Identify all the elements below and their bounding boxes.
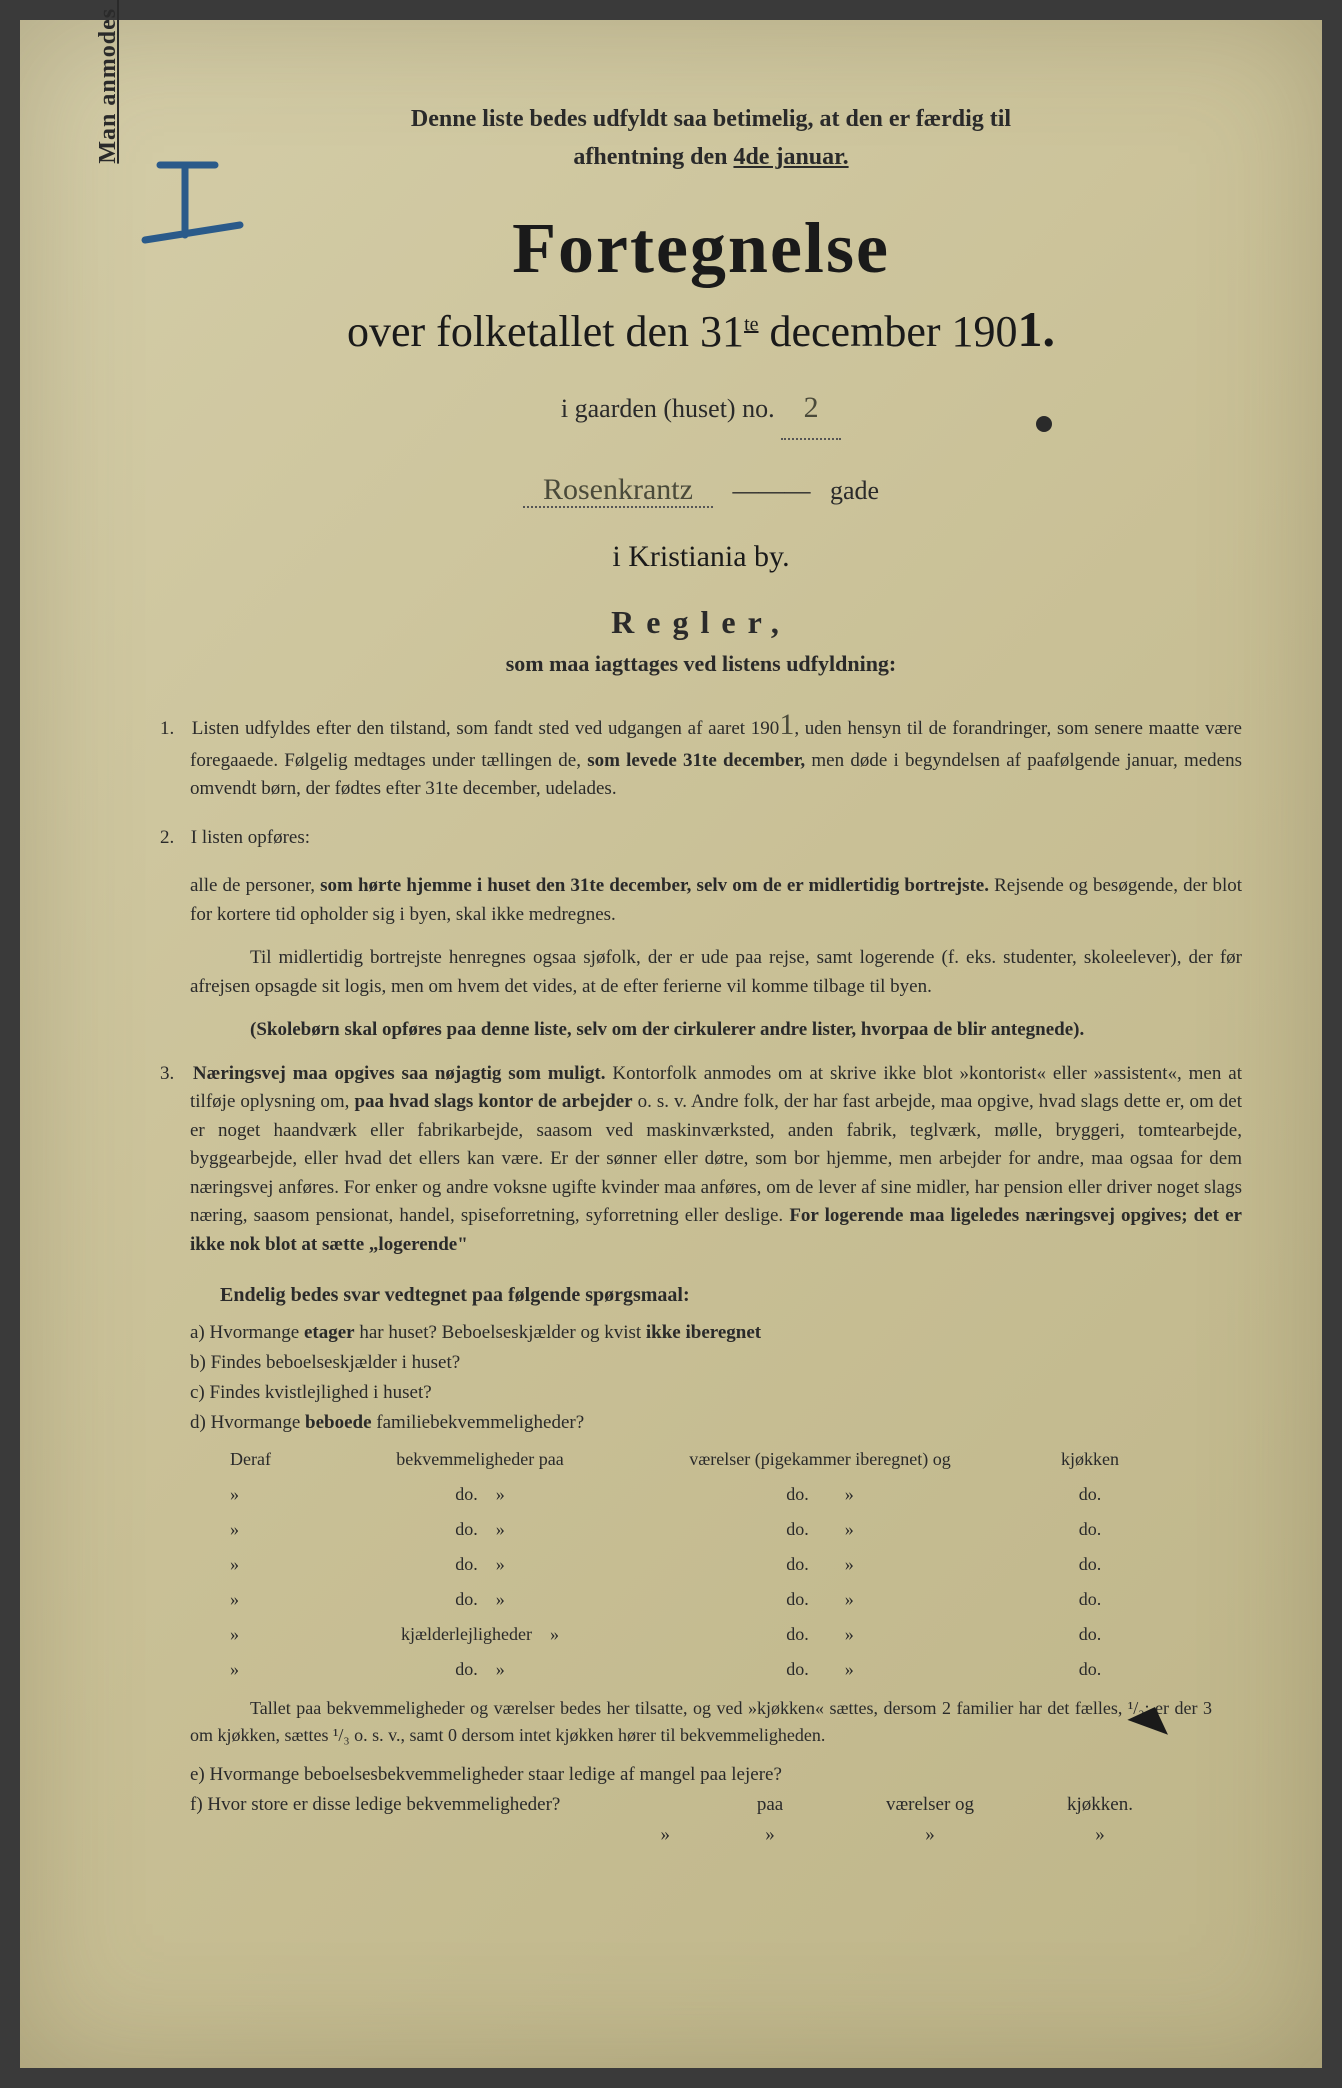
regler-title: Regler, xyxy=(160,604,1242,641)
question-e: e) Hvormange beboelsesbekvemmeligheder s… xyxy=(190,1764,1242,1786)
rule-2-para2: Til midlertidig bortrejste henregnes ogs… xyxy=(190,944,1242,1001)
table-row: »do. »do. »do. xyxy=(190,1589,1212,1610)
footer-note: Tallet paa bekvemmeligheder og værelser … xyxy=(190,1695,1212,1749)
rule-2-sub: alle de personer, som hørte hjemme i hus… xyxy=(190,872,1242,929)
subtitle-handwritten-year: 1. xyxy=(1018,301,1056,357)
gaarden-value: 2 xyxy=(781,378,841,440)
notice-date: 4de januar. xyxy=(733,144,848,170)
question-f-row2: » » » » xyxy=(190,1824,1242,1846)
rule-3: 3. Næringsvej maa opgives saa nøjagtig s… xyxy=(160,1060,1242,1260)
vertical-margin-text: Man anmodes om at gjennemlæse og nøje at… xyxy=(95,0,122,340)
question-a: a) Hvormange etager har huset? Beboelses… xyxy=(190,1322,1242,1344)
subtitle-middle: december 190 xyxy=(759,307,1018,356)
rule-2-sub-bold: som hørte hjemme i huset den 31te decemb… xyxy=(320,875,989,896)
rule-3-bold1: Næringsvej maa opgives saa nøjagtig som … xyxy=(193,1063,606,1084)
subtitle: over folketallet den 31te december 1901. xyxy=(160,300,1242,358)
rule-2-text-a: I listen opføres: xyxy=(191,827,310,848)
handwritten-mark xyxy=(120,150,260,270)
rule-3-num: 3. xyxy=(160,1060,186,1089)
th-c2: bekvemmeligheder paa xyxy=(330,1449,630,1470)
table-row: »do. »do. »do. xyxy=(190,1519,1212,1540)
document-page: Man anmodes om at gjennemlæse og nøje at… xyxy=(20,20,1322,2068)
subtitle-prefix: over folketallet den 31 xyxy=(347,307,744,356)
questions-title: Endelig bedes svar vedtegnet paa følgend… xyxy=(220,1284,1242,1307)
rule-2: 2. I listen opføres: xyxy=(160,824,1242,853)
table-row: »do. »do. »do. xyxy=(190,1484,1212,1505)
main-title: Fortegnelse xyxy=(160,207,1242,290)
rule-2-para3: (Skolebørn skal opføres paa denne liste,… xyxy=(190,1016,1242,1045)
th-c3: værelser (pigekammer iberegnet) og xyxy=(630,1449,1010,1470)
table-row: »do. »do. »do. xyxy=(190,1554,1212,1575)
form-street-line: Rosenkrantz ——— gade xyxy=(160,460,1242,520)
city-line: i Kristiania by. xyxy=(160,540,1242,574)
ink-dot xyxy=(1036,416,1052,432)
gaarden-label: i gaarden (huset) no. xyxy=(561,394,775,423)
question-f: f) Hvor store er disse ledige bekvemmeli… xyxy=(190,1794,1242,1816)
rule-1-hand: 1 xyxy=(779,708,794,741)
notice-line2: afhentning den xyxy=(573,144,733,170)
rule-2-num: 2. xyxy=(160,824,186,853)
form-gaarden-line: i gaarden (huset) no. 2 xyxy=(160,378,1242,440)
rule-1-text-a: Listen udfyldes efter den tilstand, som … xyxy=(192,718,780,739)
notice-line1: Denne liste bedes udfyldt saa betimelig,… xyxy=(411,106,1011,132)
question-d: d) Hvormange beboede familiebekvemmeligh… xyxy=(190,1412,1242,1434)
rule-1: 1. Listen udfyldes efter den tilstand, s… xyxy=(160,702,1242,804)
rule-3-bold2: paa hvad slags kontor de arbejder xyxy=(354,1091,632,1112)
th-c1: Deraf xyxy=(190,1449,330,1470)
gade-label: gade xyxy=(830,476,879,505)
rule-1-num: 1. xyxy=(160,715,186,744)
rule-1-bold1: som levede 31te december, xyxy=(587,750,805,771)
facilities-table: Deraf bekvemmeligheder paa værelser (pig… xyxy=(190,1449,1212,1680)
top-notice: Denne liste bedes udfyldt saa betimelig,… xyxy=(220,100,1202,177)
table-row: »do. »do. »do. xyxy=(190,1659,1212,1680)
th-c4: kjøkken xyxy=(1010,1449,1170,1470)
question-b: b) Findes beboelseskjælder i huset? xyxy=(190,1352,1242,1374)
subtitle-sup: te xyxy=(744,313,758,335)
street-handwritten: Rosenkrantz xyxy=(523,473,713,508)
regler-subtitle: som maa iagttages ved listens udfyldning… xyxy=(160,651,1242,677)
table-row: »kjælderlejligheder »do. »do. xyxy=(190,1624,1212,1645)
rule-2-sub-a: alle de personer, xyxy=(190,875,320,896)
table-header: Deraf bekvemmeligheder paa værelser (pig… xyxy=(190,1449,1212,1470)
question-c: c) Findes kvistlejlighed i huset? xyxy=(190,1382,1242,1404)
